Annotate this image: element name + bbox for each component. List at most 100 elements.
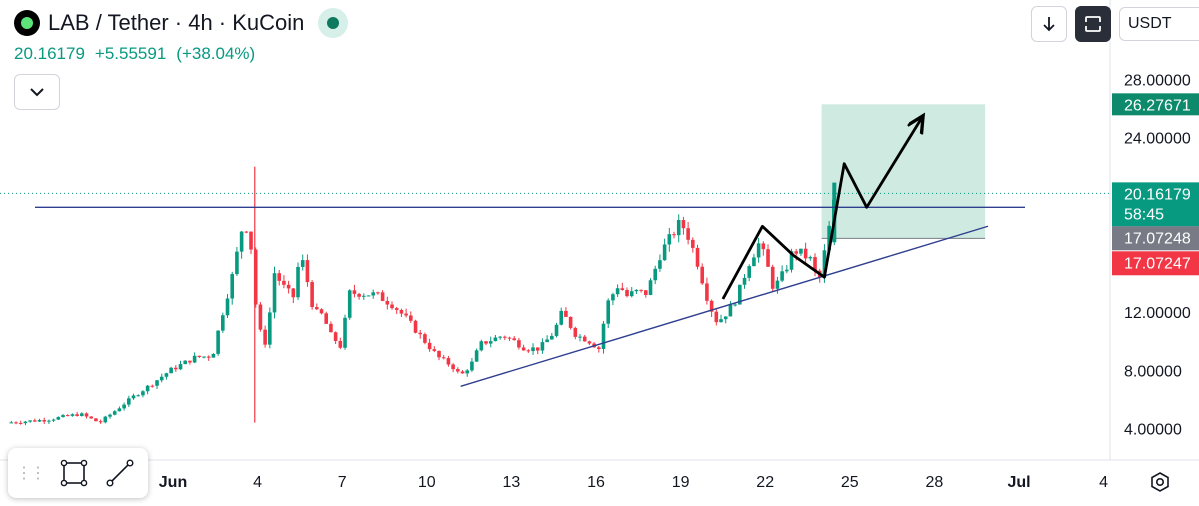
candle-down	[390, 304, 394, 309]
candle-down	[770, 266, 775, 289]
candle-down	[446, 358, 451, 365]
x-tick-label: 7	[338, 474, 347, 491]
candle-up	[808, 257, 813, 259]
candle-down	[409, 315, 413, 321]
symbol-header[interactable]: LAB / Tether · 4h · KuCoin	[14, 8, 349, 38]
candle-up	[225, 298, 230, 316]
candle-down	[691, 239, 695, 248]
candle-down	[451, 364, 455, 370]
candle-down	[441, 357, 446, 359]
candle-up	[117, 408, 122, 412]
y-tick-label: 8.00000	[1124, 363, 1182, 380]
candle-up	[789, 251, 794, 270]
candle-down	[150, 385, 155, 387]
candle-down	[329, 323, 333, 333]
candle-down	[324, 313, 329, 324]
candle-down	[357, 293, 361, 297]
candle-down	[686, 228, 690, 240]
target-price-label-bg	[1112, 93, 1199, 116]
candle-up	[780, 271, 784, 281]
candle-up	[343, 317, 347, 348]
candle-down	[14, 422, 18, 424]
settings-button[interactable]	[1146, 468, 1174, 496]
x-tick-label: 22	[756, 474, 774, 491]
candle-down	[700, 266, 705, 284]
candle-down	[587, 341, 592, 344]
candle-up	[559, 310, 564, 325]
trendline-icon	[106, 459, 134, 487]
candle-down	[65, 415, 70, 417]
arrow-down-icon	[1043, 17, 1055, 32]
x-tick-label: 28	[926, 474, 944, 491]
projection-arrow	[721, 116, 923, 300]
candle-down	[460, 371, 465, 374]
download-button[interactable]	[1031, 6, 1067, 42]
target-price-label-text: 26.27671	[1124, 97, 1191, 114]
candle-up	[235, 251, 239, 275]
candle-down	[432, 349, 437, 351]
candle-down	[286, 284, 291, 289]
candle-down	[253, 249, 258, 305]
candle-down	[517, 340, 521, 348]
candle-up	[752, 257, 756, 267]
candle-down	[709, 300, 714, 312]
candle-up	[80, 413, 84, 416]
candle-down	[484, 341, 488, 344]
drag-handle-icon[interactable]: ⋮⋮	[16, 465, 46, 482]
trendline-tool-button[interactable]	[104, 457, 136, 489]
candle-up	[470, 361, 474, 371]
candle-down	[705, 283, 709, 301]
candle-down	[206, 356, 211, 358]
candle-down	[573, 327, 578, 337]
candle-up	[183, 360, 188, 365]
candle-up	[371, 292, 376, 296]
price-change-percent: (+38.04%)	[176, 44, 256, 63]
market-status-icon[interactable]	[318, 8, 349, 38]
candle-up	[723, 316, 728, 320]
candle-down	[803, 248, 808, 259]
candle-up	[545, 339, 549, 343]
drawing-toolbar: ⋮⋮	[8, 448, 148, 498]
candle-down	[333, 332, 338, 341]
candle-down	[761, 243, 766, 250]
last-price: 20.16179	[14, 44, 85, 63]
y-tick-label: 24.00000	[1124, 131, 1191, 148]
price-change: +5.55591	[94, 44, 167, 63]
candle-up	[601, 323, 606, 350]
candle-up	[606, 300, 611, 324]
candle-down	[644, 290, 648, 295]
candle-down	[625, 289, 629, 297]
rectangle-tool-button[interactable]	[58, 457, 90, 489]
candle-down	[695, 247, 700, 267]
candle-down	[418, 332, 423, 335]
candle-down	[399, 309, 404, 314]
entry-price-label-text: 17.07248	[1124, 230, 1191, 247]
entry-price-label-bg	[1112, 226, 1199, 251]
candle-up	[164, 373, 169, 377]
candle-up	[785, 269, 789, 272]
x-tick-label: 19	[672, 474, 690, 491]
candle-up	[648, 280, 653, 295]
candle-up	[366, 295, 371, 297]
candle-up	[211, 353, 216, 358]
candle-up	[747, 266, 752, 278]
close-price-label-bg	[1112, 251, 1199, 276]
candle-up	[103, 416, 108, 423]
candle-up	[300, 260, 305, 267]
candle-up	[488, 341, 493, 344]
candle-down	[639, 289, 643, 291]
candle-up	[221, 315, 225, 331]
candle-up	[629, 291, 634, 297]
top-right-controls: USDT	[1031, 6, 1199, 42]
currency-select[interactable]: USDT	[1119, 7, 1199, 41]
candle-down	[766, 249, 770, 267]
candle-up	[498, 336, 502, 338]
candle-up	[9, 422, 14, 424]
candle-up	[667, 234, 672, 245]
last-price-label-bg	[1112, 182, 1199, 227]
candle-up	[136, 395, 141, 397]
candle-up	[155, 380, 159, 386]
fullscreen-button[interactable]	[1075, 6, 1111, 42]
collapse-legend-button[interactable]	[14, 74, 60, 110]
